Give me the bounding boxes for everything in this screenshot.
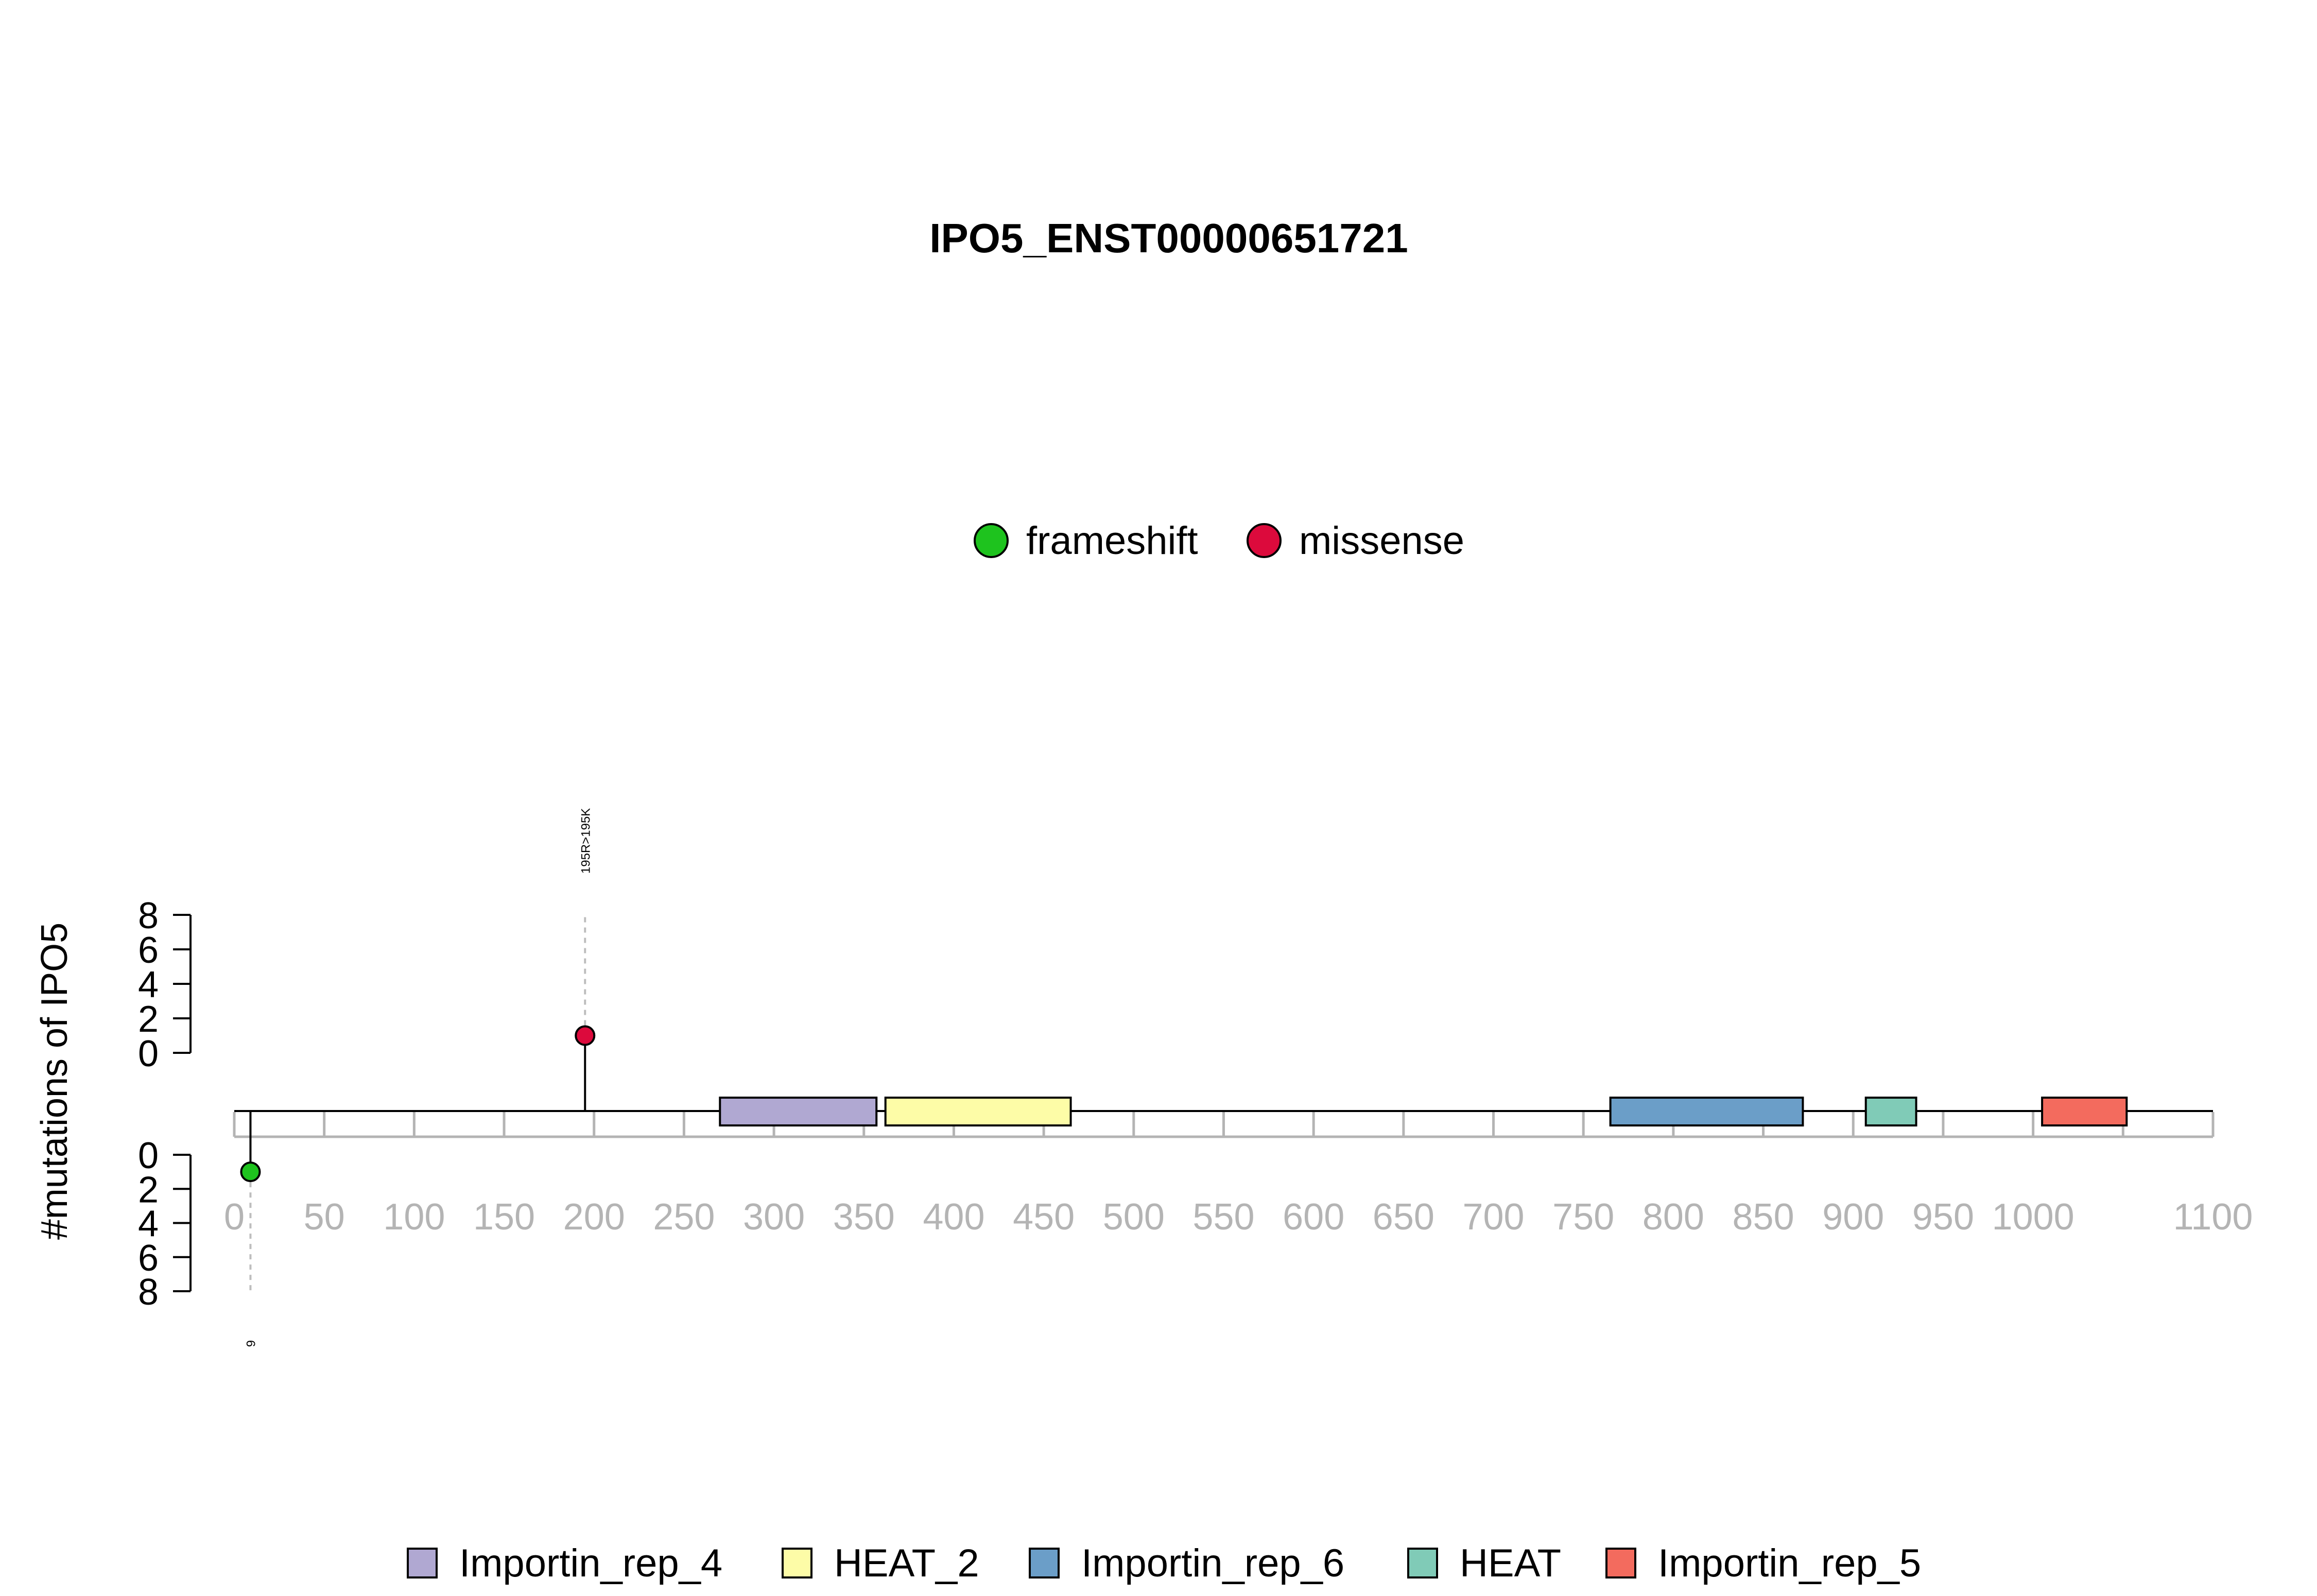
x-tick-label-0: 0 [224,1196,245,1238]
x-tick-label-100: 100 [383,1196,445,1238]
domain-legend-swatch-importin-rep-5 [1605,1548,1636,1578]
x-tick-label-450: 450 [1013,1196,1075,1238]
x-tick-label-200: 200 [563,1196,625,1238]
mutation-label-195: 195R>195K [579,808,593,874]
y-axis-label: #mutations of IPO5 [34,923,75,1240]
mutation-label-9: 9 [244,1340,258,1347]
x-tick-label-1100: 1100 [2173,1196,2253,1238]
x-tick-label-800: 800 [1642,1196,1704,1238]
x-tick-label-850: 850 [1733,1196,1794,1238]
y-tick-label-bottom-8: 8 [138,1272,159,1313]
domain-importin-rep-5 [2041,1097,2128,1126]
y-tick-label-bottom-6: 6 [138,1238,159,1279]
y-tick-label-bottom-2: 2 [138,1169,159,1210]
x-tick-label-650: 650 [1373,1196,1434,1238]
domain-heat [1864,1097,1917,1126]
y-tick-label-top-8: 8 [138,895,159,936]
x-tick-label-900: 900 [1822,1196,1884,1238]
x-axis: 0 50 100 150 200 250 300 350 400 450 500 550 600 650 7… [224,1112,2253,1238]
y-tick-label-top-6: 6 [138,930,159,971]
x-tick-label-300: 300 [743,1196,805,1238]
x-tick-label-350: 350 [833,1196,895,1238]
domain-importin-rep-6 [1609,1097,1804,1126]
chart-title: IPO5_ENST00000651721 [929,215,1408,261]
domain-legend-label-importin-rep-6: Importin_rep_6 [1081,1541,1344,1585]
domain-legend-label-importin-rep-4: Importin_rep_4 [459,1541,722,1585]
domain-importin-rep-4 [719,1097,878,1126]
mutation-type-legend: frameshift missense [974,519,1464,563]
domain-legend-label-heat: HEAT [1460,1541,1561,1585]
domain-legend-swatch-heat [1407,1548,1438,1578]
domain-legend-label-heat-2: HEAT_2 [834,1541,979,1585]
legend-marker-missense [1247,523,1282,558]
y-tick-label-bottom-0: 0 [138,1135,159,1176]
y-tick-label-top-2: 2 [138,999,159,1040]
x-tick-label-550: 550 [1192,1196,1254,1238]
domain-legend-swatch-importin-rep-6 [1029,1548,1060,1578]
x-tick-label-1000: 1000 [1992,1196,2074,1238]
domain-legend: Importin_rep_4 HEAT_2 Importin_rep_6 HEAT Im… [407,1541,1921,1585]
mutation-lollipops: 195R>195K 9 [240,808,596,1347]
mutation-point-195 [575,1025,596,1046]
y-tick-label-top-0: 0 [138,1033,159,1074]
x-tick-label-500: 500 [1103,1196,1165,1238]
domain-boxes [719,1097,2128,1126]
legend-marker-frameshift [974,523,1009,558]
y-tick-label-bottom-4: 4 [138,1204,159,1245]
domain-legend-swatch-heat-2 [782,1548,812,1578]
x-tick-label-400: 400 [923,1196,984,1238]
mutation-point-9 [240,1161,261,1183]
x-tick-label-250: 250 [653,1196,715,1238]
legend-label-frameshift: frameshift [1026,519,1198,563]
domain-legend-label-importin-rep-5: Importin_rep_5 [1658,1541,1921,1585]
x-tick-label-750: 750 [1552,1196,1614,1238]
x-tick-label-950: 950 [1912,1196,1974,1238]
domain-heat-2 [884,1097,1072,1126]
x-tick-label-50: 50 [304,1196,345,1238]
y-tick-label-top-4: 4 [138,964,159,1005]
domain-legend-swatch-importin-rep-4 [407,1548,438,1578]
x-tick-label-700: 700 [1462,1196,1524,1238]
legend-label-missense: missense [1299,519,1464,563]
x-tick-label-600: 600 [1283,1196,1344,1238]
x-tick-label-150: 150 [473,1196,535,1238]
